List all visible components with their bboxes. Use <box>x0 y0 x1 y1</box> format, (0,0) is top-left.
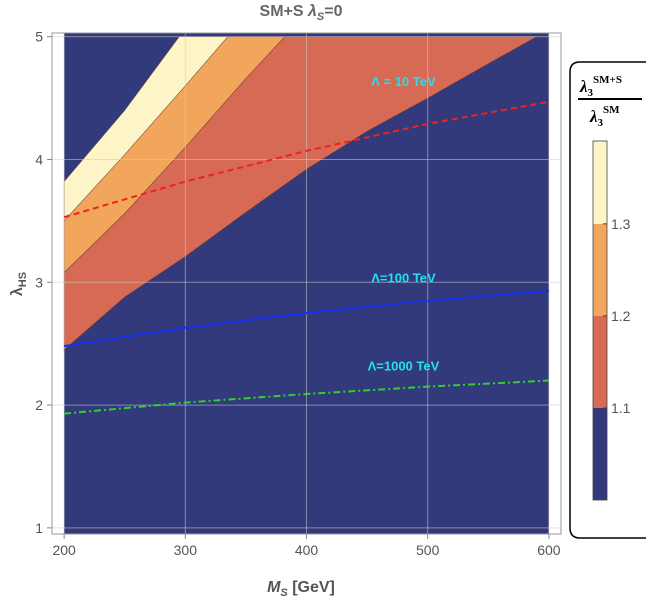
series-line-2 <box>63 289 549 348</box>
legend-title-denominator: λ3SM <box>589 104 620 129</box>
x-axis-ticks: 200 300 400 500 600 <box>52 534 561 558</box>
colorbar-tick-label: 1.1 <box>611 400 631 416</box>
colorbar-band-4 <box>593 141 607 224</box>
curve-label-1: Λ = 10 TeV <box>371 74 436 89</box>
colorbar-tick-label: 1.3 <box>611 216 631 232</box>
x-tick-label: 300 <box>174 542 198 558</box>
plot-area: Λ = 10 TeV Λ=100 TeV Λ=1000 TeV <box>51 32 562 535</box>
y-axis-label: λHS <box>9 272 29 296</box>
legend-frame <box>569 61 646 539</box>
legend-title-numerator: λ3SM+S <box>579 74 622 99</box>
colorbar-band-2 <box>593 315 607 408</box>
x-tick-label: 500 <box>416 542 440 558</box>
chart-title: SM+S λS=0 <box>260 3 343 23</box>
curve-label-2: Λ=100 TeV <box>371 270 436 285</box>
y-axis-ticks: 1 2 3 4 5 <box>35 29 52 536</box>
x-tick-label: 600 <box>537 542 561 558</box>
x-tick-label: 400 <box>295 542 319 558</box>
colorbar-band-3 <box>593 223 607 316</box>
colorbar-band-1 <box>593 407 607 500</box>
y-tick-label: 1 <box>35 520 43 536</box>
region-band-3 <box>63 36 229 222</box>
x-axis-label: MS [GeV] <box>267 579 335 599</box>
y-tick-label: 3 <box>35 274 43 290</box>
annotation-layer: Λ = 10 TeV Λ=100 TeV Λ=1000 TeV <box>368 74 440 374</box>
legend: λ3SM+S λ3SM 1.1 1.2 1.3 <box>569 61 646 539</box>
colorbar: 1.1 1.2 1.3 <box>592 140 631 501</box>
colorbar-frame <box>592 140 608 501</box>
curve-label-3: Λ=1000 TeV <box>368 359 440 374</box>
series-line-3 <box>64 379 549 415</box>
x-tick-label: 200 <box>52 542 76 558</box>
series-line-1 <box>63 100 550 219</box>
y-tick-label: 5 <box>35 29 43 45</box>
y-tick-label: 4 <box>35 151 43 167</box>
series-layer <box>63 100 550 415</box>
colorbar-tick-label: 1.2 <box>611 308 631 324</box>
y-tick-label: 2 <box>35 397 43 413</box>
grid-layer <box>52 33 561 534</box>
